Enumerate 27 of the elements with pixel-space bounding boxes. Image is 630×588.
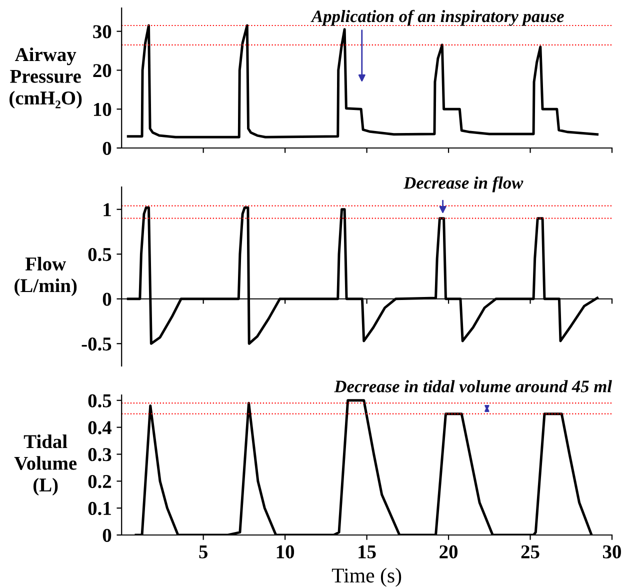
x-tick-label: 20 bbox=[440, 545, 458, 558]
y-tick-label: 0 bbox=[102, 142, 112, 155]
x-tick-label: 25 bbox=[521, 545, 540, 558]
y-tick-label: 1 bbox=[104, 203, 111, 216]
y-tick-label: 0.3 bbox=[88, 448, 112, 462]
y-tick-label: 0.1 bbox=[88, 502, 111, 516]
y-tick-label: 0.5 bbox=[88, 394, 112, 408]
y-tick-label: 0.5 bbox=[88, 248, 112, 262]
y-axis-title: Tidal Volume (L) bbox=[14, 434, 77, 496]
annotation: Application of an inspiratory pause bbox=[310, 10, 564, 26]
x-axis-title: Time (s) bbox=[332, 568, 402, 587]
y-axis-title: Airway Pressure (cmH₂O) bbox=[10, 47, 82, 109]
y-tick-label: 0 bbox=[102, 528, 112, 542]
annotation: Decrease in flow bbox=[403, 176, 524, 192]
y-tick-label: 0.2 bbox=[88, 474, 112, 488]
y-tick-label: 30 bbox=[93, 25, 112, 38]
y-tick-label: 0 bbox=[102, 292, 112, 306]
y-axis-title: Flow (L/min) bbox=[14, 256, 77, 296]
x-tick-label: 15 bbox=[358, 545, 376, 558]
y-tick-label: 10 bbox=[94, 102, 112, 116]
text: Decrease in tidal volume around 45 ml bbox=[334, 380, 612, 392]
x-tick-label: 5 bbox=[199, 545, 208, 558]
x-tick-label: 10 bbox=[276, 545, 294, 558]
y-tick-label: 0.4 bbox=[88, 421, 112, 434]
y-tick-label: -0.5 bbox=[82, 337, 112, 351]
y-tick-label: 20 bbox=[93, 64, 112, 78]
x-tick-label: 30 bbox=[603, 545, 621, 558]
